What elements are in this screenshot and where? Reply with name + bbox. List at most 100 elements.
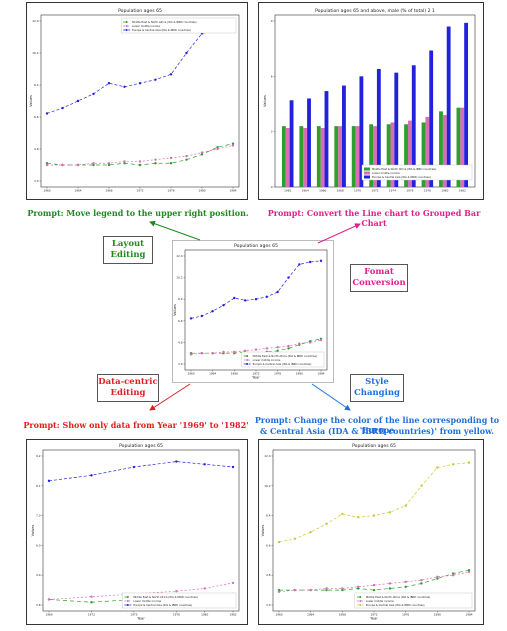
x-tick-label: 1969	[45, 613, 52, 617]
y-tick-label: 6.6	[266, 543, 271, 547]
data-point	[47, 479, 51, 483]
data-point	[169, 73, 173, 76]
x-tick-label: 1976	[167, 189, 174, 193]
data-point	[293, 588, 297, 592]
data-point	[451, 572, 455, 575]
chart-center: Population ages 65 Values Year 1960 1964 1968…	[173, 243, 328, 380]
legend-swatch	[364, 167, 370, 171]
bar	[390, 122, 395, 187]
data-point	[420, 484, 423, 487]
y-tick-label: 4.9	[36, 573, 41, 577]
series-line-2	[46, 27, 234, 114]
data-point	[356, 587, 360, 590]
x-axis-label: Year	[252, 376, 260, 380]
tag-data-line1: Data-centric	[98, 377, 158, 387]
x-tick-label: 1984	[229, 189, 236, 193]
x-tick-label: 1975	[130, 613, 137, 617]
prompt-top-left: Prompt: Move legend to the upper right p…	[27, 208, 249, 218]
data-point	[189, 353, 193, 356]
legend-label: Europe & Central Asia (IDA & IBRD countr…	[366, 603, 425, 607]
prompt-bottom-left: Prompt: Show only data from Year '1969' …	[23, 420, 249, 430]
legend-label: Lower middle income	[372, 171, 400, 175]
legend-label: Lower middle income	[253, 358, 281, 362]
bar	[351, 126, 356, 187]
x-tick-label: 1966	[319, 189, 326, 193]
data-point	[233, 296, 236, 300]
prompt-bottom-right-1: Prompt: Change the color of the line cor…	[254, 415, 500, 435]
series-line-0	[191, 338, 322, 354]
bar	[386, 124, 391, 187]
x-tick-label: 1960	[43, 189, 50, 193]
data-point	[90, 474, 93, 477]
data-point	[341, 587, 344, 590]
y-tick-label: 3.0	[34, 179, 39, 183]
data-point	[123, 85, 126, 88]
bar	[338, 126, 343, 187]
bar	[324, 91, 329, 187]
data-point	[277, 588, 281, 592]
data-point	[169, 162, 173, 165]
data-point	[203, 463, 206, 466]
x-tick-label: 1980	[296, 372, 303, 376]
bar	[429, 50, 434, 188]
data-point	[61, 106, 64, 110]
chart-bottom-left: Population ages 65 Values Year 1969 1972 1975…	[31, 443, 240, 621]
x-tick-label: 1978	[424, 189, 431, 193]
data-point	[203, 587, 206, 590]
legend	[361, 164, 473, 181]
x-tick-label: 1964	[209, 372, 216, 376]
x-axis-label: Year	[137, 617, 145, 621]
data-point	[436, 577, 439, 580]
chart-top-right: Population ages 65 and above, male (% of…	[263, 8, 476, 193]
bar	[442, 115, 447, 187]
data-point	[45, 162, 49, 165]
data-point	[138, 163, 142, 167]
data-point	[132, 465, 136, 469]
chart-top-left: Population ages 65 Values 1960 1964 1968 1972…	[29, 8, 240, 193]
data-point	[309, 588, 312, 592]
legend	[120, 17, 237, 34]
chart-panel-top-right: Population ages 65 and above, male (% of…	[258, 2, 484, 200]
data-point	[276, 290, 279, 294]
data-point	[298, 342, 301, 345]
bar	[285, 127, 290, 187]
bar	[316, 126, 321, 187]
bar	[394, 72, 399, 187]
data-point	[372, 583, 376, 587]
bar	[334, 126, 339, 187]
legend-label: Europe & Central Asia (IDA & IBRD countr…	[372, 175, 431, 179]
y-tick-label: 8.1	[36, 484, 41, 488]
x-tick-label: 1980	[434, 613, 441, 617]
data-point	[451, 463, 455, 466]
data-point	[467, 461, 471, 464]
tag-layout-line2: Editing	[110, 250, 146, 260]
legend-marker	[246, 359, 249, 361]
legend-marker	[359, 596, 362, 598]
tag-data-centric-editing: Data-centric Editing	[97, 374, 159, 402]
x-tick-label: 1960	[275, 613, 282, 617]
y-axis-label: Values	[261, 525, 265, 537]
legend	[354, 592, 473, 609]
legend-marker	[359, 600, 362, 602]
data-point	[76, 99, 80, 103]
series-line-0	[279, 569, 470, 591]
x-tick-label: 1968	[337, 189, 344, 193]
data-point	[254, 298, 258, 301]
bar	[425, 116, 430, 187]
bar	[464, 22, 469, 187]
data-point	[76, 163, 80, 167]
arrow-style	[311, 383, 351, 411]
data-point	[185, 158, 188, 161]
data-point	[319, 338, 323, 342]
legend-label: Middle East & North Africa (IDA & IBRD c…	[132, 20, 196, 24]
plot-area	[272, 449, 476, 612]
y-tick-label: 3.0	[178, 362, 183, 366]
y-tick-label: 8.4	[266, 514, 271, 518]
x-tick-label: 1972	[370, 613, 377, 617]
data-point	[123, 160, 126, 163]
bar	[460, 107, 465, 187]
y-tick-label: 10.2	[264, 484, 270, 488]
legend-label: Europe & Central Asia (IDA & IBRD countr…	[253, 362, 312, 366]
series-line-1	[278, 571, 470, 593]
tag-data-line2: Editing	[110, 388, 146, 398]
